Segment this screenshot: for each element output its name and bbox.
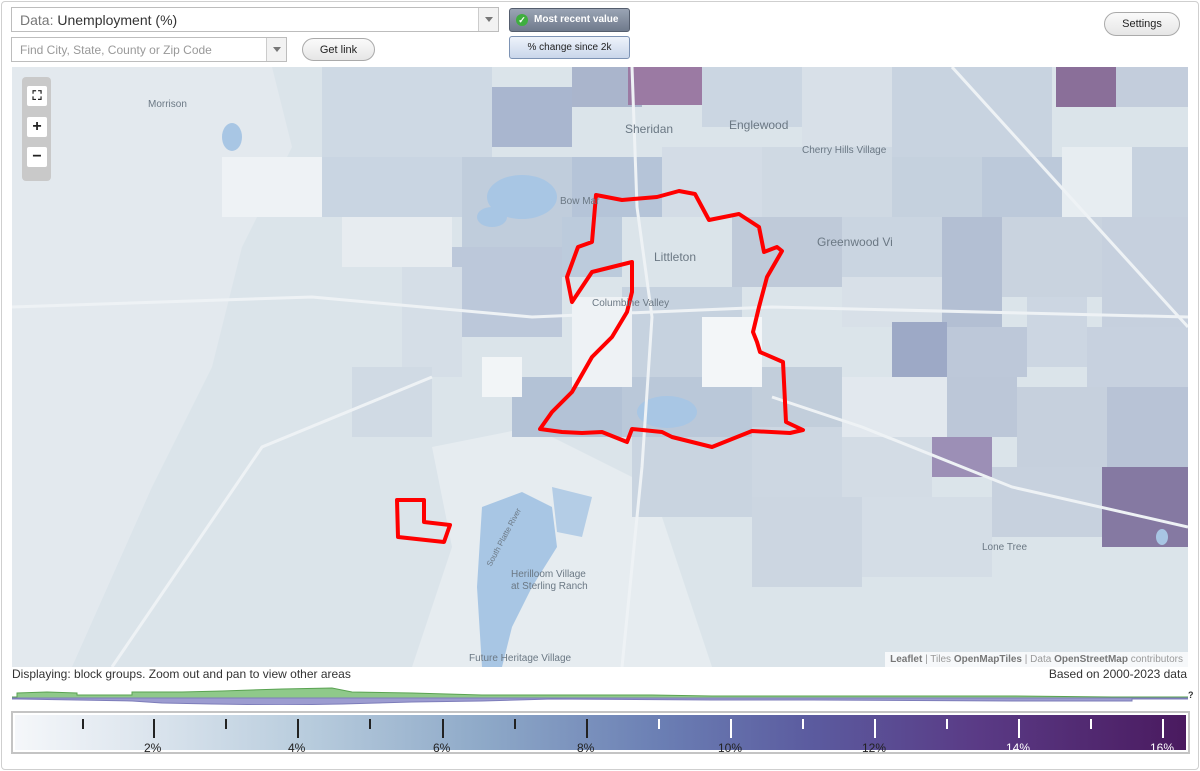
legend-tick: [586, 719, 588, 738]
histogram: [12, 687, 1188, 705]
legend-label: 4%: [288, 741, 306, 755]
roads: [12, 67, 1188, 667]
settings-button[interactable]: Settings: [1104, 12, 1180, 36]
highlight-region: [395, 189, 805, 544]
data-range-note: Based on 2000-2023 data: [1048, 667, 1187, 681]
place-label-cherry-hills: Cherry Hills Village: [802, 145, 887, 156]
search-input[interactable]: [12, 38, 262, 61]
openstreetmap-link[interactable]: OpenStreetMap: [1054, 654, 1128, 665]
legend-tick: [82, 719, 84, 729]
legend-tick: [1162, 719, 1164, 738]
legend-label: 6%: [433, 741, 451, 755]
openmaptiles-link[interactable]: OpenMapTiles: [953, 654, 1022, 665]
pct-change-button[interactable]: % change since 2k: [509, 36, 630, 59]
place-label-sheridan: Sheridan: [625, 122, 673, 136]
legend-tick: [874, 719, 876, 738]
map-layer: Morrison Sheridan Englewood Cherry Hills…: [12, 67, 1188, 667]
legend-tick: [1090, 719, 1092, 729]
leaflet-link[interactable]: Leaflet: [890, 654, 923, 665]
place-label-herilloom: Herilloom Village: [511, 569, 586, 580]
check-icon: ✓: [516, 14, 528, 26]
map-attribution: Leaflet | Tiles OpenMapTiles | Data Open…: [885, 652, 1188, 667]
zoom-in-button[interactable]: +: [27, 117, 47, 137]
displaying-note: Displaying: block groups. Zoom out and p…: [12, 667, 351, 681]
legend-label: 14%: [1006, 741, 1031, 755]
legend-label: 10%: [718, 741, 743, 755]
legend-tick: [297, 719, 299, 738]
legend-label: 2%: [144, 741, 162, 755]
data-select-label: Data: Unemployment (%): [20, 12, 178, 28]
legend-tick: [1018, 719, 1020, 738]
data-select[interactable]: Data: Unemployment (%): [11, 7, 499, 32]
color-legend: 2% 4% 6% 8% 10% 12% 14% 16%: [11, 711, 1190, 755]
legend-tick: [225, 719, 227, 729]
place-label-littleton: Littleton: [654, 250, 696, 264]
place-label-lone-tree: Lone Tree: [982, 542, 1027, 553]
place-label-bow-mar: Bow Mar: [560, 196, 600, 207]
legend-tick: [153, 719, 155, 738]
legend-gradient: 2% 4% 6% 8% 10% 12% 14% 16%: [15, 715, 1186, 755]
place-labels: Morrison Sheridan Englewood Cherry Hills…: [148, 99, 1027, 664]
zoom-control: ⛶ + −: [22, 77, 51, 181]
location-search[interactable]: [11, 37, 287, 62]
legend-tick: [802, 719, 804, 729]
most-recent-value-button[interactable]: ✓ Most recent value: [509, 8, 630, 32]
fullscreen-icon[interactable]: ⛶: [27, 86, 47, 106]
place-label-future-heritage: Future Heritage Village: [469, 653, 572, 664]
legend-label: 8%: [577, 741, 595, 755]
legend-tick: [730, 719, 732, 738]
get-link-button[interactable]: Get link: [302, 38, 375, 61]
legend-tick: [946, 719, 948, 729]
zoom-out-button[interactable]: −: [27, 147, 47, 167]
place-label-morrison: Morrison: [148, 99, 187, 110]
block-groups: [222, 67, 1188, 587]
legend-tick: [514, 719, 516, 729]
place-label-greenwood: Greenwood Vi: [817, 235, 893, 249]
place-label-sterling-ranch: at Sterling Ranch: [511, 581, 588, 592]
chevron-down-icon[interactable]: [478, 8, 498, 31]
legend-label: 12%: [862, 741, 887, 755]
legend-tick: [658, 719, 660, 729]
chevron-down-icon[interactable]: [266, 38, 286, 61]
water: [222, 123, 1168, 667]
legend-tick: [369, 719, 371, 729]
histogram-unknown-label: ?: [1188, 690, 1194, 700]
choropleth-map[interactable]: Morrison Sheridan Englewood Cherry Hills…: [12, 67, 1188, 667]
legend-label: 16%: [1150, 741, 1175, 755]
place-label-englewood: Englewood: [729, 118, 788, 132]
place-label-columbine-valley: Columbine Valley: [592, 298, 669, 309]
legend-tick: [442, 719, 444, 738]
